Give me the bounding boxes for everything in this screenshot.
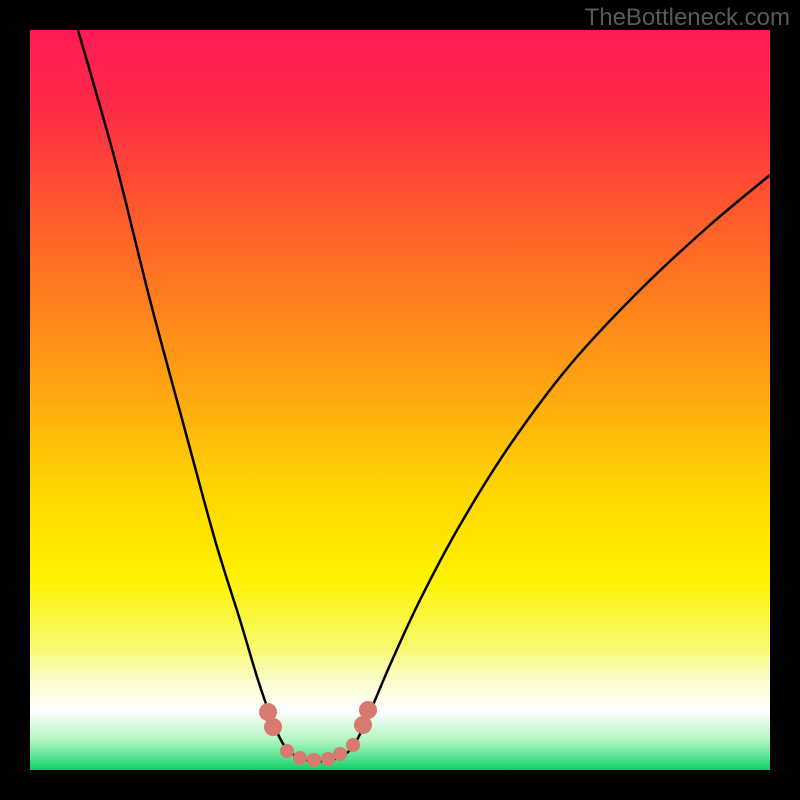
curve-marker <box>307 753 321 767</box>
watermark-text: TheBottleneck.com <box>585 4 790 32</box>
curve-marker <box>346 738 360 752</box>
gradient-bg <box>30 30 770 770</box>
curve-marker <box>293 751 307 765</box>
curve-marker <box>321 752 335 766</box>
curve-marker <box>280 744 294 758</box>
chart-container: TheBottleneck.com <box>0 0 800 800</box>
curve-marker <box>359 701 377 719</box>
bottleneck-chart <box>0 0 800 800</box>
curve-marker <box>333 747 347 761</box>
curve-marker <box>264 718 282 736</box>
